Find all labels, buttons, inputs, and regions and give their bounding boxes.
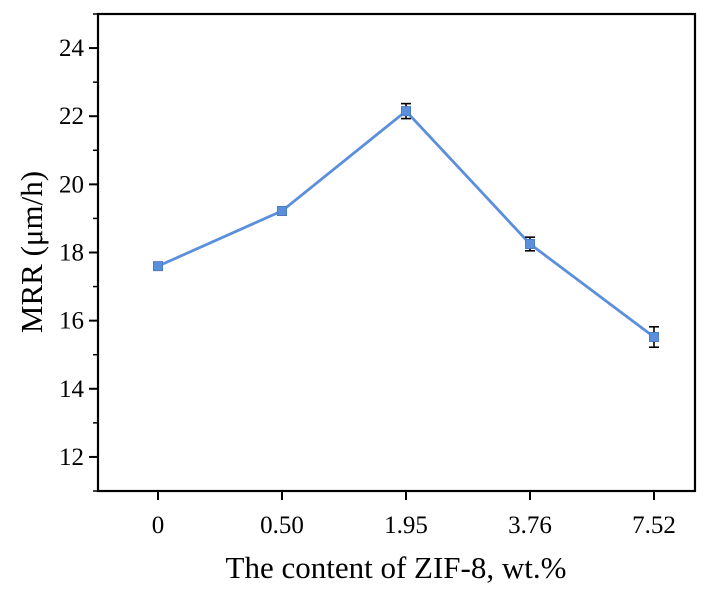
x-axis-ticks [157,491,655,500]
y-tick-label-16: 16 [59,308,84,335]
data-point-0 [153,261,163,272]
series-line-0 [157,109,655,339]
x-axis-title: The content of ZIF-8, wt.% [226,550,567,585]
y-tick-label-14: 14 [59,376,85,403]
data-point-2 [401,106,411,117]
y-tick-label-24: 24 [59,35,85,62]
y-tick-label-20: 20 [59,171,84,198]
x-tick-label-0: 0 [152,512,165,539]
y-tick-label-22: 22 [59,103,84,130]
data-point-4 [649,331,659,342]
x-tick-label-2: 1.95 [384,512,428,539]
y-axis-ticks [89,13,98,492]
series-group [153,102,659,349]
x-tick-label-4: 7.52 [632,512,676,539]
y-tick-label-18: 18 [59,240,84,267]
y-tick-label-12: 12 [59,444,84,471]
data-point-1 [277,205,287,216]
x-tick-label-1: 0.50 [260,512,304,539]
y-axis-tick-labels: 12 14 16 18 20 22 24 [59,35,85,471]
y-axis-title: MRR (μm/h) [14,171,49,333]
x-axis-tick-labels: 0 0.50 1.95 3.76 7.52 [152,512,676,539]
x-tick-label-3: 3.76 [508,512,552,539]
data-point-3 [525,238,535,249]
